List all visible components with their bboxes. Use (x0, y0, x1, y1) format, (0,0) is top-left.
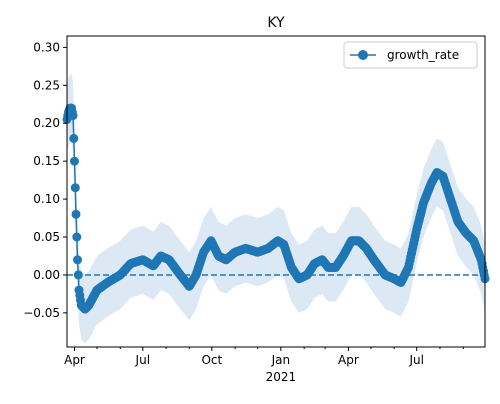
x-tick-label: Jan (271, 353, 291, 367)
legend-label: growth_rate (387, 48, 459, 62)
data-point (68, 111, 78, 121)
data-point (71, 209, 81, 219)
x-tick-label: Apr (64, 353, 85, 367)
y-tick-label: 0.10 (33, 192, 60, 206)
data-point (72, 232, 82, 242)
y-tick-label: 0.25 (33, 78, 60, 92)
data-point (70, 156, 79, 166)
data-point (70, 183, 80, 193)
y-tick-label: 0.15 (33, 154, 60, 168)
data-point (69, 133, 79, 143)
data-point (73, 255, 82, 265)
x-tick-label: Jul (135, 353, 150, 367)
legend: growth_rate (343, 41, 478, 69)
x-tick-label: Apr (338, 353, 359, 367)
y-tick-label: −0.05 (23, 306, 60, 320)
axes-frame (66, 35, 486, 348)
chart-title: KY (267, 15, 285, 31)
y-tick-label: 0.20 (33, 116, 60, 130)
y-tick-label: 0.05 (33, 230, 60, 244)
legend-marker (358, 50, 368, 60)
x-tick-year-label: 2021 (266, 370, 297, 384)
legend-box (343, 41, 478, 69)
y-tick-label: 0.00 (33, 268, 60, 282)
y-tick-label: 0.30 (33, 40, 60, 54)
data-point (73, 270, 83, 280)
x-tick-label: Jul (408, 353, 423, 367)
x-tick-label: Oct (201, 353, 222, 367)
